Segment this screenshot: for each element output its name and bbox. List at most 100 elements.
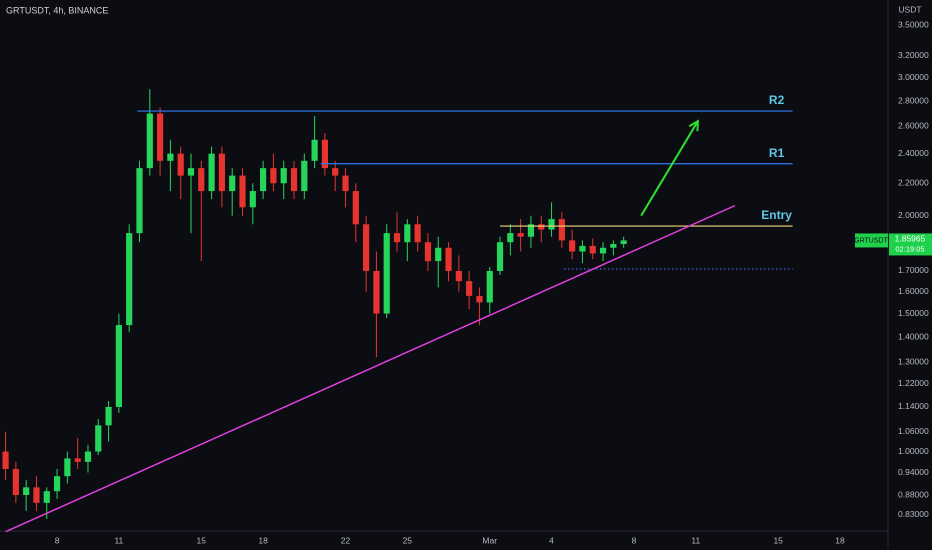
candle-body xyxy=(342,175,349,192)
x-tick-label: 15 xyxy=(773,535,783,545)
y-tick-label: 1.22000 xyxy=(898,378,929,388)
candle-body xyxy=(599,247,607,254)
level-label: R1 xyxy=(769,146,785,160)
candle-body xyxy=(84,451,92,462)
level-label: Entry xyxy=(761,208,792,222)
x-tick-label: Mar xyxy=(482,535,497,545)
x-tick-label: 8 xyxy=(632,535,637,545)
x-tick-label: 18 xyxy=(258,535,268,545)
y-tick-label: 0.94000 xyxy=(898,467,929,477)
candle-body xyxy=(476,295,483,303)
candle-body xyxy=(455,270,462,282)
arrow-head xyxy=(688,119,699,132)
trendline xyxy=(5,204,736,533)
candle-body xyxy=(2,451,9,469)
x-tick-label: 18 xyxy=(835,535,845,545)
candle-body xyxy=(332,168,339,176)
candle-body xyxy=(589,245,596,254)
candle-body xyxy=(445,247,452,271)
candle-body xyxy=(270,168,277,184)
candle-body xyxy=(393,233,401,243)
candle-body xyxy=(126,233,133,326)
candle-body xyxy=(548,219,555,230)
candle-body xyxy=(558,219,565,241)
candle-body xyxy=(187,168,195,176)
candle-body xyxy=(53,476,61,492)
candle-body xyxy=(280,168,287,184)
y-tick-label: 1.30000 xyxy=(898,357,929,367)
candle-body xyxy=(383,233,390,314)
last-price: 1.85965 xyxy=(895,234,926,244)
y-tick-label: 2.80000 xyxy=(898,95,929,105)
candle-body xyxy=(198,168,205,192)
price-tag xyxy=(889,233,932,256)
candle-body xyxy=(229,175,236,192)
candle-body xyxy=(105,406,112,426)
y-tick-label: 2.00000 xyxy=(898,210,929,220)
candle-body xyxy=(167,153,174,161)
candle-body xyxy=(404,224,411,243)
candle-body xyxy=(12,468,19,496)
x-tick-label: 11 xyxy=(114,535,123,545)
candle-body xyxy=(290,168,298,192)
candle-body xyxy=(156,113,164,161)
candle-body xyxy=(435,247,442,262)
candle-body xyxy=(260,168,267,192)
y-tick-label: 1.60000 xyxy=(898,286,929,296)
candle-body xyxy=(363,224,370,271)
y-tick-label: 0.83000 xyxy=(898,509,929,519)
candle-body xyxy=(208,153,215,192)
candle-body xyxy=(424,242,432,262)
candle-body xyxy=(64,458,71,477)
candle-body xyxy=(146,113,153,169)
x-tick-label: 8 xyxy=(55,535,60,545)
candle-body xyxy=(33,487,40,503)
x-tick-label: 4 xyxy=(549,535,554,545)
level-label: R2 xyxy=(769,93,785,107)
y-tick-label: 3.20000 xyxy=(898,50,929,60)
y-tick-label: 1.06000 xyxy=(898,426,929,436)
y-tick-label: 2.20000 xyxy=(898,178,929,188)
y-tick-label: 3.50000 xyxy=(898,20,929,30)
x-tick-label: 22 xyxy=(341,535,351,545)
y-tick-label: 1.50000 xyxy=(898,308,929,318)
arrow xyxy=(640,120,699,217)
candle-body xyxy=(321,139,329,169)
x-tick-label: 15 xyxy=(197,535,207,545)
candle-body xyxy=(177,153,184,176)
candle-body xyxy=(115,325,122,407)
candle-body xyxy=(136,168,143,234)
candle-body xyxy=(414,224,421,243)
y-tick-label: 2.60000 xyxy=(898,121,929,131)
y-tick-label: 2.40000 xyxy=(898,148,929,158)
candle-body xyxy=(74,458,81,462)
x-tick-label: 11 xyxy=(691,535,700,545)
x-tick-label: 25 xyxy=(403,535,413,545)
candle-body xyxy=(239,175,246,208)
candle-body xyxy=(301,160,308,192)
candle-body xyxy=(527,224,535,237)
candle-body xyxy=(569,240,576,252)
candle-body xyxy=(249,191,256,208)
candle-body xyxy=(517,233,524,237)
candle-body xyxy=(496,242,504,271)
candle-body xyxy=(218,153,225,192)
y-tick-label: 3.00000 xyxy=(898,72,929,82)
chart-title: GRTUSDT, 4h, BINANCE xyxy=(6,5,108,15)
candle-body xyxy=(43,491,50,503)
candle-body xyxy=(373,270,380,314)
candle-body xyxy=(23,487,30,496)
y-tick-label: 1.14000 xyxy=(898,401,929,411)
candle-body xyxy=(352,191,359,225)
y-unit: USDT xyxy=(898,4,921,14)
y-tick-label: 1.40000 xyxy=(898,331,929,341)
y-tick-label: 0.88000 xyxy=(898,489,929,499)
y-tick-label: 1.70000 xyxy=(898,265,929,275)
y-tick-label: 1.00000 xyxy=(898,446,929,456)
candle-body xyxy=(95,425,102,452)
candle-body xyxy=(466,281,473,296)
candle-body xyxy=(507,233,514,243)
